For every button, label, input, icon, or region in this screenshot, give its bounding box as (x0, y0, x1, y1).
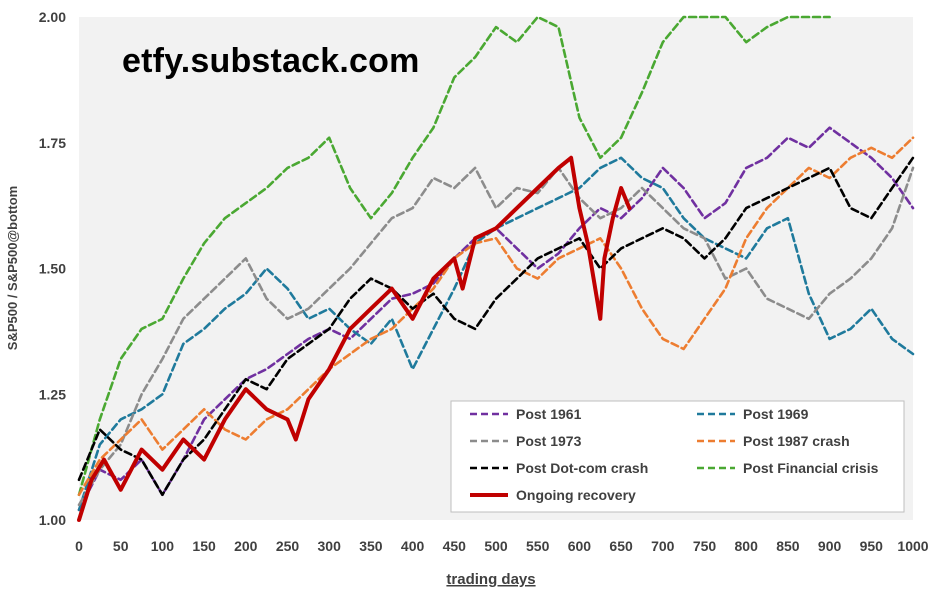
x-axis-title: trading days (446, 571, 535, 588)
x-axis-ticks: 0 50 100 150 200 250 300 350 400 450 500 550 600 650 7… (75, 538, 929, 554)
y-tick-label: 1.50 (39, 261, 66, 277)
legend-label: Post Financial crisis (743, 460, 879, 476)
x-tick-label: 400 (401, 538, 425, 554)
legend-box (450, 400, 905, 513)
series-line-post-financial-crisis (77, 15, 831, 497)
x-tick-label: 750 (693, 538, 717, 554)
x-tick-label: 600 (568, 538, 592, 554)
y-tick-label: 1.25 (39, 386, 66, 402)
series-layer (77, 15, 915, 522)
x-tick-label: 200 (234, 538, 258, 554)
y-axis-title: S&P500 / S&P500@bottom (5, 186, 20, 350)
series-line-post-1987-crash (77, 136, 915, 497)
y-tick-label: 2.00 (39, 9, 66, 25)
watermark-text: etfy.substack.com (122, 42, 420, 80)
x-tick-label: 550 (526, 538, 550, 554)
x-tick-label: 300 (318, 538, 342, 554)
x-tick-label: 650 (609, 538, 633, 554)
legend-label: Post Dot-com crash (516, 460, 648, 476)
x-tick-label: 500 (484, 538, 508, 554)
x-tick-label: 100 (151, 538, 175, 554)
x-tick-label: 950 (860, 538, 884, 554)
x-tick-label: 850 (776, 538, 800, 554)
x-tick-label: 900 (818, 538, 842, 554)
y-tick-label: 1.75 (39, 135, 66, 151)
x-tick-label: 800 (735, 538, 759, 554)
legend-label: Ongoing recovery (516, 487, 636, 503)
legend-label: Post 1987 crash (743, 433, 850, 449)
x-tick-label: 350 (359, 538, 383, 554)
x-tick-label: 150 (192, 538, 216, 554)
legend-label: Post 1961 (516, 406, 582, 422)
x-tick-label: 450 (443, 538, 467, 554)
x-tick-label: 0 (75, 538, 83, 554)
x-tick-label: 700 (651, 538, 675, 554)
legend-label: Post 1973 (516, 433, 582, 449)
x-tick-label: 250 (276, 538, 300, 554)
series-line-ongoing-recovery (77, 155, 632, 522)
y-tick-label: 1.00 (39, 512, 66, 528)
x-tick-label: 1000 (897, 538, 928, 554)
legend-label: Post 1969 (743, 406, 809, 422)
series-line-post-dot-com-crash (77, 156, 915, 497)
legend: Post 1961 Post 1969 Post 1973 Post 1987 cra… (450, 400, 905, 513)
x-tick-label: 50 (113, 538, 129, 554)
y-axis-ticks: 1.00 1.25 1.50 1.75 2.00 (39, 9, 66, 528)
series-line-post-1973 (77, 166, 915, 507)
